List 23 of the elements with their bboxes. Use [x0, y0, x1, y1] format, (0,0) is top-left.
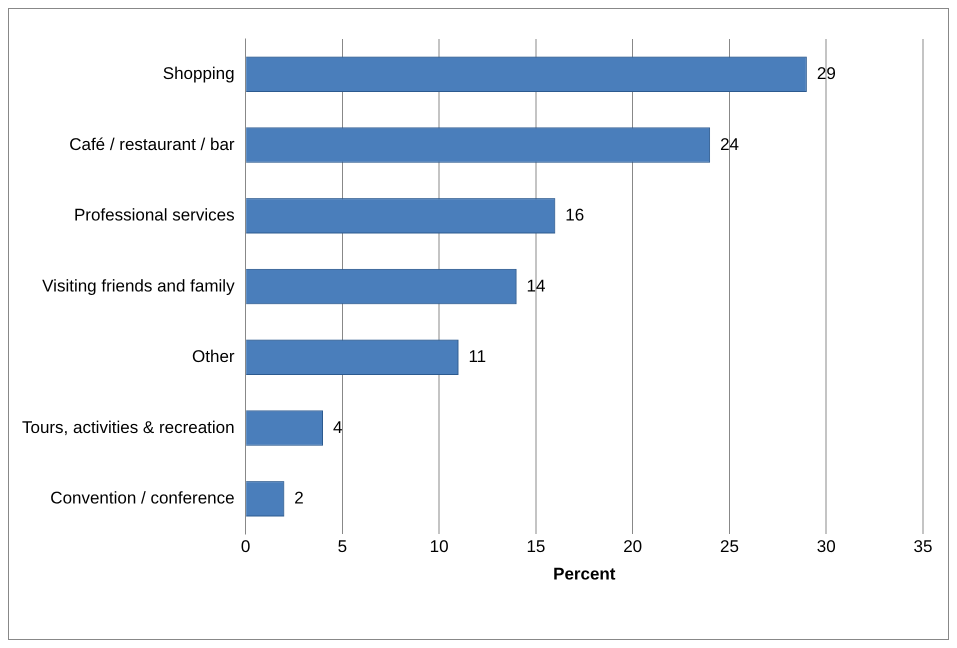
- y-tick-label: Tours, activities & recreation: [22, 418, 235, 437]
- x-tick-label: 30: [816, 537, 836, 556]
- data-label: 14: [526, 276, 546, 296]
- y-tick-label: Convention / conference: [50, 488, 235, 508]
- x-tick-label: 10: [430, 537, 449, 556]
- x-tick-label: 25: [720, 537, 739, 556]
- data-label: 11: [468, 347, 486, 366]
- x-tick-label: 15: [526, 537, 546, 556]
- x-tick-label: 20: [623, 537, 642, 556]
- y-tick-label: Visiting friends and family: [42, 276, 236, 296]
- data-label: 2: [294, 488, 304, 508]
- y-tick-label: Shopping: [162, 64, 235, 84]
- x-tick-label: 0: [240, 537, 250, 556]
- data-label: 29: [816, 64, 836, 84]
- y-tick-label: Café / restaurant / bar: [69, 134, 235, 154]
- y-tick-label: Professional services: [74, 206, 235, 225]
- x-axis-title: Percent: [553, 564, 616, 584]
- x-tick-label: 5: [338, 537, 348, 556]
- data-label: 4: [333, 418, 342, 437]
- data-label: 24: [720, 134, 740, 154]
- y-tick-label: Other: [192, 347, 235, 366]
- x-tick-label: 35: [914, 537, 932, 556]
- data-label: 16: [565, 206, 584, 225]
